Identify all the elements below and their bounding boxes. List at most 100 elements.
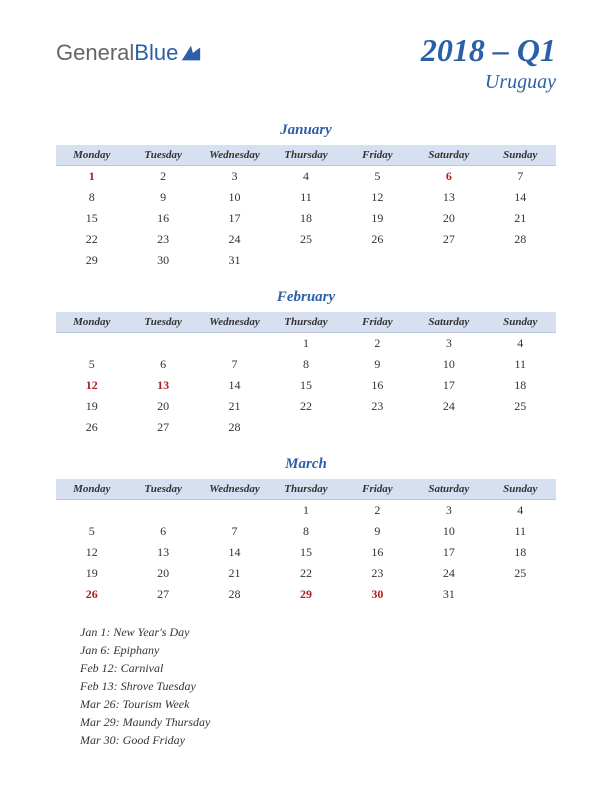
calendar-cell: 12: [56, 542, 127, 563]
calendar-cell: 9: [342, 354, 413, 375]
calendar-cell: 17: [199, 208, 270, 229]
calendar-cell: [199, 333, 270, 355]
calendar-cell: 17: [413, 542, 484, 563]
calendar-cell: 27: [127, 584, 198, 605]
calendar-row: 262728: [56, 417, 556, 438]
holiday-entry: Mar 26: Tourism Week: [80, 695, 556, 713]
calendar-cell: 24: [413, 396, 484, 417]
calendar-cell: 13: [127, 375, 198, 396]
day-header: Tuesday: [127, 145, 198, 166]
calendar-cell: 3: [413, 500, 484, 522]
calendar-table: MondayTuesdayWednesdayThursdayFridaySatu…: [56, 145, 556, 271]
calendar-cell: 5: [56, 354, 127, 375]
calendar-cell: 8: [56, 187, 127, 208]
calendar-cell: 11: [270, 187, 341, 208]
calendar-cell: 20: [413, 208, 484, 229]
title-main: 2018 – Q1: [421, 32, 556, 69]
calendar-cell: 30: [342, 584, 413, 605]
day-header: Friday: [342, 479, 413, 500]
calendar-cell: 22: [270, 396, 341, 417]
calendar-cell: [485, 417, 556, 438]
calendar-cell: 9: [127, 187, 198, 208]
calendar-cell: [56, 333, 127, 355]
calendar-cell: 21: [199, 563, 270, 584]
calendar-row: 891011121314: [56, 187, 556, 208]
logo-text: GeneralBlue: [56, 40, 178, 66]
calendar-cell: 11: [485, 354, 556, 375]
day-header: Tuesday: [127, 312, 198, 333]
calendar-cell: 18: [270, 208, 341, 229]
month-name: January: [56, 122, 556, 139]
calendar-cell: 11: [485, 521, 556, 542]
calendar-cell: 13: [127, 542, 198, 563]
calendar-row: 1234: [56, 333, 556, 355]
logo-blue: Blue: [134, 40, 178, 65]
calendar-row: 567891011: [56, 521, 556, 542]
calendar-cell: 30: [127, 250, 198, 271]
calendar-cell: 5: [56, 521, 127, 542]
logo: GeneralBlue: [56, 40, 202, 66]
calendar-cell: 6: [413, 166, 484, 188]
day-header: Friday: [342, 145, 413, 166]
calendar-cell: 16: [342, 542, 413, 563]
calendar-cell: 3: [199, 166, 270, 188]
calendar-cell: 1: [270, 333, 341, 355]
calendar-cell: 15: [56, 208, 127, 229]
calendar-cell: 1: [270, 500, 341, 522]
calendar-cell: 21: [485, 208, 556, 229]
calendar-cell: 15: [270, 375, 341, 396]
calendar-cell: 12: [56, 375, 127, 396]
month-block: January MondayTuesdayWednesdayThursdayFri…: [56, 122, 556, 271]
calendar-cell: [413, 417, 484, 438]
calendar-row: 293031: [56, 250, 556, 271]
calendar-cell: 23: [127, 229, 198, 250]
calendar-cell: 8: [270, 354, 341, 375]
calendar-cell: 6: [127, 354, 198, 375]
calendar-cell: 31: [199, 250, 270, 271]
calendar-cell: 16: [342, 375, 413, 396]
calendar-cell: 29: [270, 584, 341, 605]
calendar-cell: 7: [485, 166, 556, 188]
calendar-cell: 9: [342, 521, 413, 542]
holiday-entry: Mar 30: Good Friday: [80, 731, 556, 749]
logo-icon: [180, 42, 202, 64]
calendar-cell: 4: [485, 500, 556, 522]
day-header: Saturday: [413, 479, 484, 500]
calendar-cell: [342, 417, 413, 438]
holiday-entry: Jan 6: Epiphany: [80, 641, 556, 659]
holiday-entry: Feb 12: Carnival: [80, 659, 556, 677]
calendar-table: MondayTuesdayWednesdayThursdayFridaySatu…: [56, 312, 556, 438]
calendar-cell: [413, 250, 484, 271]
calendar-cell: [127, 333, 198, 355]
calendar-cell: [199, 500, 270, 522]
day-header: Monday: [56, 145, 127, 166]
calendar-cell: 27: [413, 229, 484, 250]
calendar-cell: 19: [342, 208, 413, 229]
calendar-cell: 14: [199, 542, 270, 563]
day-header: Friday: [342, 312, 413, 333]
calendar-cell: [56, 500, 127, 522]
calendar-row: 12131415161718: [56, 375, 556, 396]
calendar-cell: 18: [485, 542, 556, 563]
day-header: Thursday: [270, 312, 341, 333]
calendar-cell: 25: [485, 563, 556, 584]
calendar-cell: 8: [270, 521, 341, 542]
calendar-cell: 27: [127, 417, 198, 438]
calendar-cell: [270, 417, 341, 438]
calendar-cell: 2: [127, 166, 198, 188]
calendar-cell: 25: [485, 396, 556, 417]
calendar-cell: 7: [199, 521, 270, 542]
calendar-cell: 23: [342, 563, 413, 584]
day-header: Sunday: [485, 479, 556, 500]
calendar-cell: 15: [270, 542, 341, 563]
title-sub: Uruguay: [421, 71, 556, 94]
calendar-cell: 4: [485, 333, 556, 355]
day-header: Saturday: [413, 312, 484, 333]
calendar-cell: 25: [270, 229, 341, 250]
calendar-cell: [342, 250, 413, 271]
holiday-entry: Mar 29: Maundy Thursday: [80, 713, 556, 731]
calendar-cell: 26: [56, 417, 127, 438]
calendar-cell: 26: [342, 229, 413, 250]
calendar-row: 22232425262728: [56, 229, 556, 250]
calendar-table: MondayTuesdayWednesdayThursdayFridaySatu…: [56, 479, 556, 605]
